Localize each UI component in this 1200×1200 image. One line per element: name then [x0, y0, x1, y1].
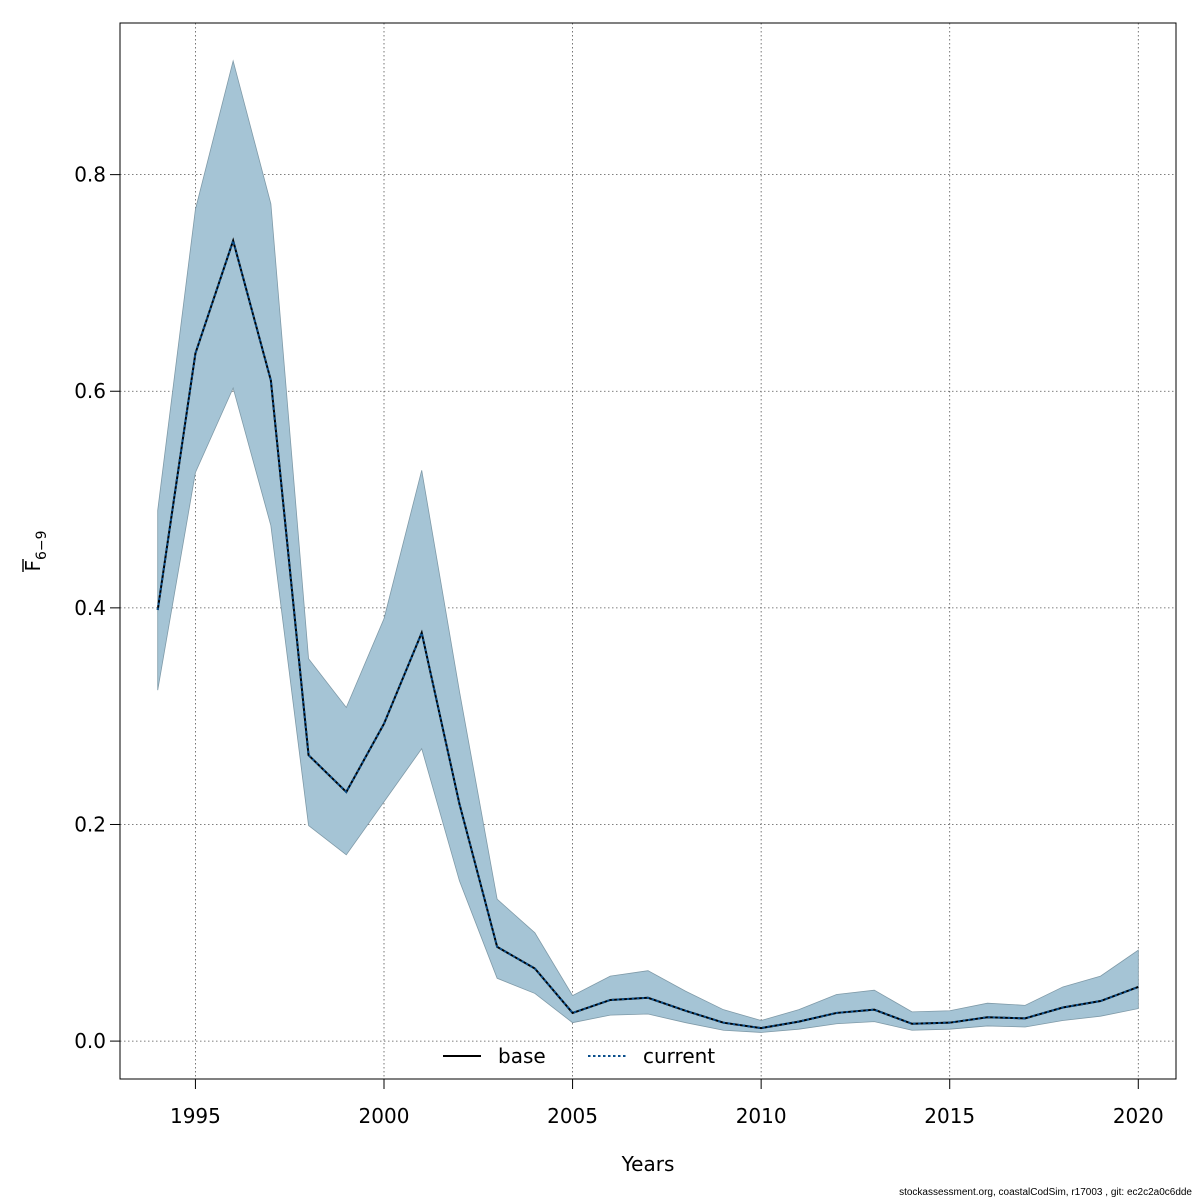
plot-frame	[119, 22, 1177, 1080]
y-tick-label-4: 0.8	[74, 163, 106, 187]
x-tick-label-1995: 1995	[170, 1104, 221, 1128]
y-tick-label-2: 0.4	[74, 596, 106, 620]
y-axis-title-symbol: F	[21, 560, 45, 572]
y-tick-label-3: 0.6	[74, 379, 106, 403]
y-tick-label-0: 0.0	[74, 1029, 106, 1053]
confidence-band	[157, 59, 1139, 1033]
y-axis-title: F6−9	[21, 530, 50, 572]
x-axis-title: Years	[621, 1152, 675, 1176]
x-axis: 1995 2000 2005 2010 2015 2020	[170, 1079, 1164, 1128]
legend-label-base: base	[498, 1044, 546, 1068]
legend: base current	[443, 1044, 715, 1068]
x-tick-label-2010: 2010	[736, 1104, 787, 1128]
y-tick-label-1: 0.2	[74, 812, 106, 836]
x-tick-label-2005: 2005	[547, 1104, 598, 1128]
y-axis: 0.0 0.2 0.4 0.6 0.8	[74, 163, 120, 1053]
x-tick-label-2000: 2000	[359, 1104, 410, 1128]
x-tick-label-2020: 2020	[1113, 1104, 1164, 1128]
x-tick-label-2015: 2015	[924, 1104, 975, 1128]
legend-label-current: current	[643, 1044, 715, 1068]
series-line-current	[156, 237, 1139, 1030]
svg-text:F6−9: F6−9	[21, 530, 50, 571]
footer-credit: stockassessment.org, coastalCodSim, r170…	[899, 1187, 1192, 1198]
y-axis-title-subscript: 6−9	[34, 530, 50, 560]
